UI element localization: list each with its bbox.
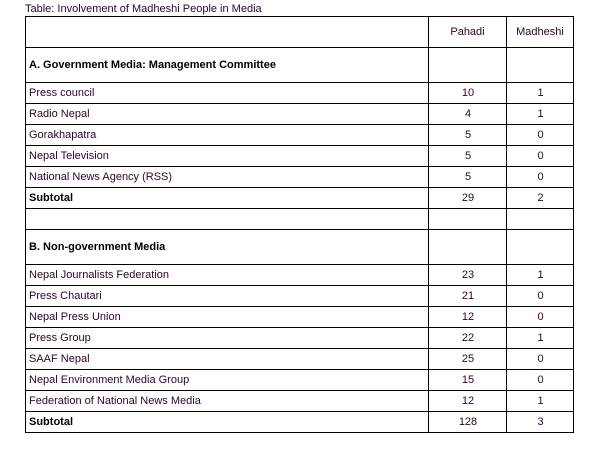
madheshi-cell <box>506 229 574 265</box>
table-row-gorakhapatra: Gorakhapatra 5 0 <box>25 124 574 146</box>
row-label: Federation of National News Media <box>25 390 429 412</box>
pahadi-cell: 29 <box>428 187 507 209</box>
spacer-row <box>25 208 574 230</box>
pahadi-cell: 5 <box>428 145 507 167</box>
section-label: A. Government Media: Management Committe… <box>25 47 429 83</box>
madheshi-cell: 1 <box>506 327 574 349</box>
table-row-national-news-agency: National News Agency (RSS) 5 0 <box>25 166 574 188</box>
row-label: National News Agency (RSS) <box>25 166 429 188</box>
table-row-press-chautari: Press Chautari 21 0 <box>25 285 574 307</box>
col-header-madheshi: Madheshi <box>506 16 574 48</box>
section-row-government-media: A. Government Media: Management Committe… <box>25 47 574 83</box>
row-label: Nepal Press Union <box>25 306 429 328</box>
pahadi-cell: 4 <box>428 103 507 125</box>
row-label: Nepal Television <box>25 145 429 167</box>
table-row-federation-of-national-news-media: Federation of National News Media 12 1 <box>25 390 574 412</box>
madheshi-cell: 0 <box>506 306 574 328</box>
section-label: B. Non-government Media <box>25 229 429 265</box>
pahadi-cell: 12 <box>428 390 507 412</box>
madheshi-cell: 0 <box>506 348 574 370</box>
subtotal-label: Subtotal <box>25 187 429 209</box>
madheshi-cell: 1 <box>506 103 574 125</box>
pahadi-cell: 15 <box>428 369 507 391</box>
madheshi-cell: 1 <box>506 264 574 286</box>
madheshi-cell: 0 <box>506 166 574 188</box>
table-row-radio-nepal: Radio Nepal 4 1 <box>25 103 574 125</box>
madheshi-cell: 0 <box>506 369 574 391</box>
madheshi-cell <box>506 47 574 83</box>
table-row-nepal-television: Nepal Television 5 0 <box>25 145 574 167</box>
pahadi-cell: 10 <box>428 82 507 104</box>
subtotal-label: Subtotal <box>25 411 429 433</box>
pahadi-cell: 12 <box>428 306 507 328</box>
madheshi-cell: 1 <box>506 82 574 104</box>
madheshi-cell: 1 <box>506 390 574 412</box>
involvement-table: Pahadi Madheshi A. Government Media: Man… <box>25 16 574 433</box>
pahadi-cell <box>428 47 507 83</box>
row-label: Nepal Environment Media Group <box>25 369 429 391</box>
row-label: Press Chautari <box>25 285 429 307</box>
row-label: Gorakhapatra <box>25 124 429 146</box>
pahadi-cell: 128 <box>428 411 507 433</box>
page-title: Table: Involvement of Madheshi People in… <box>25 3 262 15</box>
row-label: Press Group <box>25 327 429 349</box>
column-header-row: Pahadi Madheshi <box>25 16 574 48</box>
subtotal-row-government: Subtotal 29 2 <box>25 187 574 209</box>
table-row-press-council: Press council 10 1 <box>25 82 574 104</box>
row-label: SAAF Nepal <box>25 348 429 370</box>
row-label: Radio Nepal <box>25 103 429 125</box>
madheshi-cell: 3 <box>506 411 574 433</box>
pahadi-cell: 23 <box>428 264 507 286</box>
madheshi-cell: 0 <box>506 145 574 167</box>
table-row-press-group: Press Group 22 1 <box>25 327 574 349</box>
row-label: Nepal Journalists Federation <box>25 264 429 286</box>
madheshi-cell: 2 <box>506 187 574 209</box>
table-row-saaf-nepal: SAAF Nepal 25 0 <box>25 348 574 370</box>
madheshi-cell: 0 <box>506 124 574 146</box>
pahadi-cell <box>428 229 507 265</box>
pahadi-cell: 5 <box>428 124 507 146</box>
col-header-pahadi: Pahadi <box>428 16 507 48</box>
madheshi-cell <box>506 208 574 230</box>
section-row-non-government-media: B. Non-government Media <box>25 229 574 265</box>
madheshi-cell: 0 <box>506 285 574 307</box>
subtotal-row-non-government: Subtotal 128 3 <box>25 411 574 433</box>
table-row-nepal-environment-media-group: Nepal Environment Media Group 15 0 <box>25 369 574 391</box>
table-row-nepal-press-union: Nepal Press Union 12 0 <box>25 306 574 328</box>
row-label: Press council <box>25 82 429 104</box>
pahadi-cell: 22 <box>428 327 507 349</box>
pahadi-cell <box>428 208 507 230</box>
table-row-nepal-journalists-federation: Nepal Journalists Federation 23 1 <box>25 264 574 286</box>
col-header-blank <box>25 16 429 48</box>
row-label <box>25 208 429 230</box>
pahadi-cell: 5 <box>428 166 507 188</box>
pahadi-cell: 25 <box>428 348 507 370</box>
pahadi-cell: 21 <box>428 285 507 307</box>
